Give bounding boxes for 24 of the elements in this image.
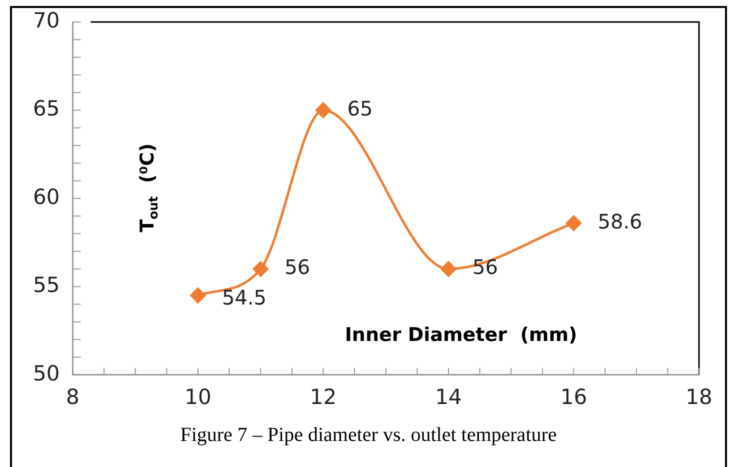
point bbox=[315, 102, 331, 118]
point bbox=[440, 261, 456, 277]
y-tick-label: 65 bbox=[32, 96, 60, 121]
y-axis-title: Tout (⁰C) bbox=[136, 143, 161, 232]
x-tick-label: 10 bbox=[184, 384, 212, 409]
y-tick-label: 50 bbox=[32, 361, 60, 386]
caption: Figure 7 – Pipe diameter vs. outlet temperature bbox=[179, 424, 558, 447]
x-axis-title: Inner Diameter (mm) bbox=[344, 324, 578, 346]
data-label: 58.6 bbox=[598, 209, 642, 234]
data-label: 54.5 bbox=[222, 286, 267, 310]
point bbox=[566, 215, 582, 231]
x-tick-label: 14 bbox=[435, 384, 462, 409]
y-tick-label: 55 bbox=[32, 273, 60, 298]
data-label: 65 bbox=[347, 96, 373, 120]
x-tick-label: 16 bbox=[560, 384, 588, 409]
data-label: 56 bbox=[472, 255, 498, 280]
y-tick-label: 60 bbox=[32, 184, 60, 209]
x-tick-label: 8 bbox=[66, 384, 80, 409]
data-label: 56 bbox=[284, 255, 310, 280]
point bbox=[252, 261, 268, 277]
x-tick-label: 18 bbox=[686, 384, 712, 409]
y-tick-label: 70 bbox=[32, 8, 60, 32]
point bbox=[190, 288, 206, 304]
x-tick-label: 12 bbox=[310, 384, 337, 409]
